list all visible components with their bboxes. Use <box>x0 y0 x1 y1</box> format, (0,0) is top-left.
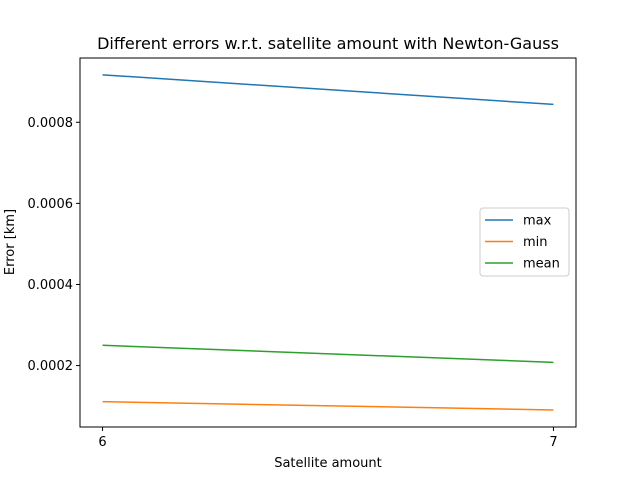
chart-title: Different errors w.r.t. satellite amount… <box>97 34 559 53</box>
axes-frame <box>79 57 577 428</box>
legend: max min mean <box>479 207 570 277</box>
x-axis-label: Satellite amount <box>274 456 382 471</box>
legend-box <box>479 207 570 277</box>
legend-label-min: min <box>523 235 548 250</box>
y-axis-ticks: 0.0002 0.0004 0.0006 0.0008 <box>28 116 80 374</box>
legend-label-max: max <box>523 214 552 229</box>
series-lines <box>102 74 554 411</box>
y-tick-label: 0.0006 <box>28 197 74 212</box>
series-line-max <box>102 74 554 106</box>
series-line-min <box>102 400 554 411</box>
y-tick-label: 0.0002 <box>28 359 74 374</box>
y-tick-label: 0.0008 <box>28 116 74 131</box>
x-tick-label: 6 <box>98 435 106 450</box>
y-tick-label: 0.0004 <box>28 278 74 293</box>
legend-label-mean: mean <box>523 257 560 272</box>
series-line-mean <box>102 344 554 364</box>
y-axis-label: Error [km] <box>3 209 18 275</box>
x-tick-label: 7 <box>549 435 557 450</box>
legend-entries: max min mean <box>485 214 560 272</box>
